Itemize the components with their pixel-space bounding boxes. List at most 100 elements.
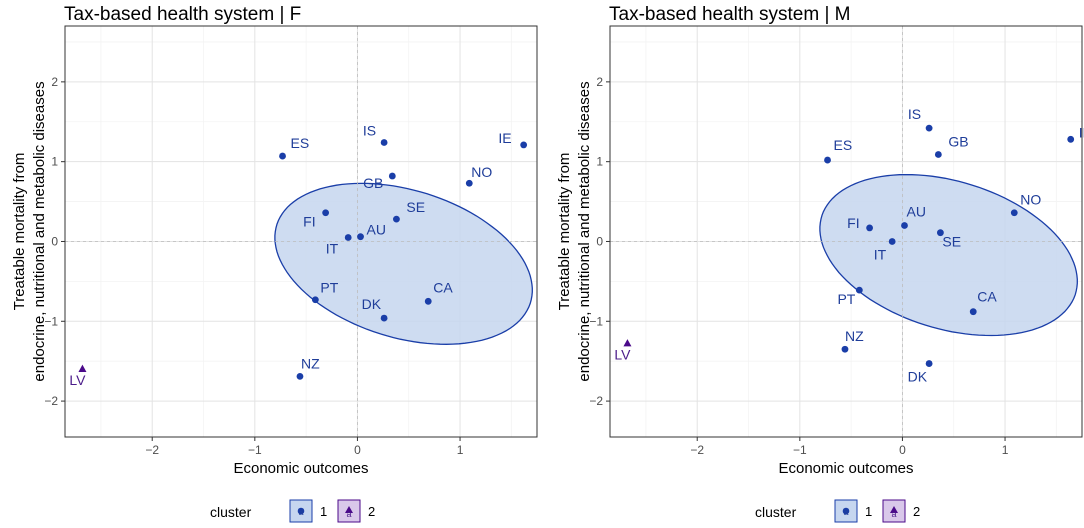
x-axis-label: Economic outcomes [778, 460, 913, 477]
point-es [824, 156, 831, 164]
y-tick-label: 2 [51, 75, 58, 89]
legend-key-2-point [345, 506, 353, 513]
point-label-fi: FI [847, 215, 859, 231]
panel-female: Tax-based health system | F ES IS IE NO GB SE F… [11, 4, 538, 477]
legend-label-1: 1 [320, 504, 327, 519]
point-au [357, 233, 364, 241]
y-axis-label-line-2: endocrine, nutritional and metabolic dis… [31, 81, 48, 381]
legend-key-1-point [842, 507, 850, 515]
point-it [344, 234, 352, 241]
legend-key-1-glyph: a [843, 507, 848, 517]
point-label-it: IT [326, 240, 339, 256]
y-tick-label: −1 [44, 314, 58, 328]
point-ca [424, 297, 432, 305]
cluster-1-ellipse [274, 182, 533, 345]
point-label-it: IT [874, 246, 887, 262]
point-label-is: IS [363, 123, 376, 139]
point-no [465, 179, 473, 187]
point-es [279, 152, 286, 160]
x-tick-label: −1 [248, 443, 262, 457]
x-tick-label: −2 [145, 443, 159, 457]
point-label-se: SE [406, 199, 425, 215]
point-nz [296, 372, 304, 380]
point-it [888, 238, 896, 245]
point-dk [925, 360, 933, 367]
panel-border [64, 25, 538, 438]
y-tick-label: 1 [596, 155, 603, 169]
point-label-fi: FI [303, 214, 315, 230]
point-au [901, 222, 908, 229]
x-tick-label: 0 [899, 443, 906, 457]
y-tick-label: 1 [51, 155, 58, 169]
legend-label-1: 1 [865, 504, 872, 519]
x-tick-label: −1 [793, 443, 807, 457]
legend-key-2-glyph: a [891, 509, 896, 519]
point-label-nz: NZ [845, 328, 864, 344]
point-gb [934, 151, 942, 158]
panel-male: Tax-based health system | M IE IS ES GB NO FI A… [556, 4, 1084, 477]
point-label-ca: CA [433, 279, 453, 295]
point-label-pt: PT [837, 291, 855, 307]
point-label-gb: GB [948, 133, 968, 149]
y-tick-label: 2 [596, 75, 603, 89]
point-label-no: NO [471, 164, 492, 180]
point-label-es: ES [291, 135, 310, 151]
legend-label-2: 2 [913, 504, 920, 519]
point-label-dk: DK [908, 369, 928, 385]
point-label-nz: NZ [301, 355, 320, 371]
point-pt [311, 296, 319, 304]
x-tick-label: 1 [1002, 443, 1009, 457]
point-pt [855, 286, 863, 294]
legend-key-2-point [890, 506, 898, 513]
point-label-es: ES [834, 137, 853, 153]
point-fi [866, 224, 873, 232]
point-nz [841, 345, 849, 353]
point-is [925, 124, 933, 132]
legend: cluster a 1 a 2 cluster a 1 a 2 [210, 499, 920, 523]
plot-area [610, 26, 1082, 437]
point-label-au: AU [367, 222, 386, 238]
point-lv [78, 364, 87, 372]
point-label-ie: IE [1079, 124, 1084, 140]
point-label-ie: IE [498, 130, 511, 146]
chart-title: Tax-based health system | F [64, 4, 301, 25]
point-label-gb: GB [363, 175, 383, 191]
y-axis-label-line-1: Treatable mortality from [556, 153, 573, 311]
point-label-lv: LV [69, 372, 86, 388]
point-se [393, 215, 400, 223]
x-tick-label: −2 [690, 443, 704, 457]
point-lv [623, 339, 632, 347]
point-label-au: AU [906, 204, 925, 220]
point-fi [322, 209, 330, 217]
point-is [380, 139, 388, 146]
point-se [937, 229, 944, 237]
legend-label-2: 2 [368, 504, 375, 519]
y-axis-label-line-2: endocrine, nutritional and metabolic dis… [576, 81, 593, 381]
y-tick-label: 0 [51, 234, 58, 248]
legend-title: cluster [755, 504, 797, 520]
point-label-is: IS [908, 106, 921, 122]
y-tick-label: −2 [44, 394, 58, 408]
plot-area [65, 26, 537, 437]
y-tick-label: −1 [589, 314, 603, 328]
point-label-dk: DK [362, 296, 382, 312]
point-no [1010, 209, 1018, 217]
panel-border [609, 25, 1083, 438]
point-label-se: SE [942, 234, 961, 250]
y-axis-label-line-1: Treatable mortality from [11, 153, 28, 311]
x-tick-label: 1 [457, 443, 464, 457]
point-label-no: NO [1020, 192, 1041, 208]
point-gb [388, 172, 396, 180]
point-label-pt: PT [320, 280, 338, 296]
y-tick-label: −2 [589, 394, 603, 408]
point-label-lv: LV [614, 347, 631, 363]
point-ie [520, 141, 528, 149]
chart-title: Tax-based health system | M [609, 4, 850, 25]
point-dk [380, 314, 388, 322]
point-ie [1067, 135, 1075, 143]
x-tick-label: 0 [354, 443, 361, 457]
legend-key-1-point [297, 507, 305, 515]
y-tick-label: 0 [596, 234, 603, 248]
